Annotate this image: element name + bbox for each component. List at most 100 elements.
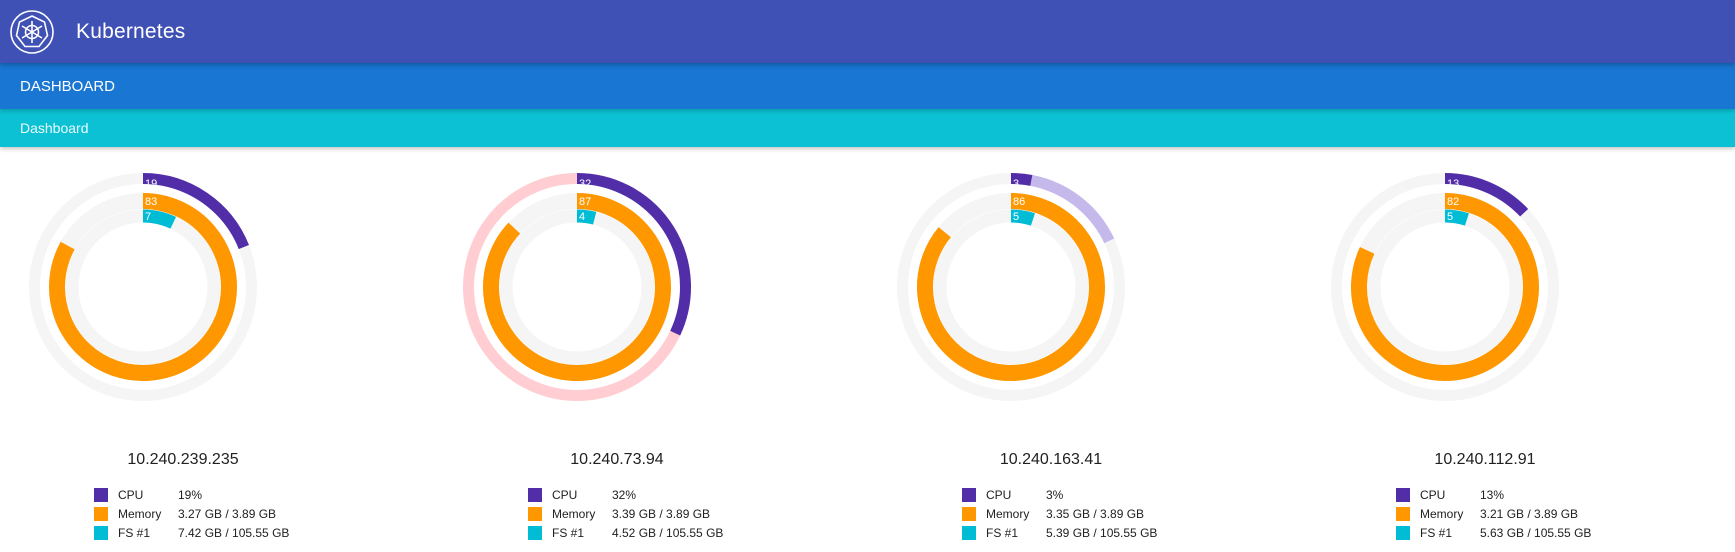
legend-row-memory: Memory 3.39 GB / 3.89 GB: [528, 504, 723, 523]
fs-arc: [142, 209, 176, 229]
fs-data-label: 5: [1447, 211, 1453, 223]
node-usage-donut: 13 82 5: [1331, 173, 1559, 401]
legend-row-cpu: CPU 3%: [962, 485, 1157, 504]
legend-row-fs: FS #1 5.63 GB / 105.55 GB: [1396, 523, 1591, 542]
fs-arc: [576, 209, 597, 225]
legend-row-memory: Memory 3.27 GB / 3.89 GB: [94, 504, 289, 523]
fs-ring-track: [65, 209, 221, 365]
legend-label-fs: FS #1: [986, 525, 1019, 540]
breadcrumb: Dashboard: [0, 109, 1735, 147]
node-cards: 19 83 7 10.240.239.235 CPU 19% Memory 3.27…: [0, 147, 1735, 552]
fs-data-label: 5: [1013, 211, 1019, 223]
legend-row-memory: Memory 3.21 GB / 3.89 GB: [1396, 504, 1591, 523]
legend-row-memory: Memory 3.35 GB / 3.89 GB: [962, 504, 1157, 523]
legend-label-memory: Memory: [118, 506, 162, 521]
node-name[interactable]: 10.240.73.94: [570, 451, 664, 468]
cpu-value: 19%: [178, 487, 203, 502]
memory-data-label: 87: [579, 196, 591, 208]
node-card: 19 83 7 10.240.239.235 CPU 19% Memory 3.27…: [28, 147, 328, 552]
memory-arc: [917, 193, 1105, 381]
cpu-swatch: [962, 487, 976, 502]
memory-arc: [483, 193, 671, 381]
cpu-value: 3%: [1046, 487, 1064, 502]
legend-label-fs: FS #1: [552, 525, 585, 540]
cpu-data-label: 13: [1447, 178, 1459, 190]
cpu-data-label: 32: [579, 178, 591, 190]
node-usage-donut: 3 86 5: [897, 173, 1125, 401]
memory-arc: [49, 193, 237, 381]
nav-dashboard[interactable]: DASHBOARD: [20, 77, 116, 95]
memory-swatch: [1396, 506, 1410, 521]
node-legend: CPU 32% Memory 3.39 GB / 3.89 GB FS #1 4…: [528, 485, 723, 542]
cpu-arc: [1444, 173, 1529, 223]
legend-label-cpu: CPU: [118, 487, 144, 502]
fs-ring-track: [499, 209, 655, 365]
memory-value: 3.21 GB / 3.89 GB: [1480, 506, 1579, 521]
cpu-swatch: [528, 487, 542, 502]
legend-label-cpu: CPU: [1420, 487, 1446, 502]
fs-value: 7.42 GB / 105.55 GB: [178, 525, 290, 540]
cpu-secondary-arc: [1028, 175, 1115, 248]
fs-ring-track: [1367, 209, 1523, 365]
node-usage-donut: 19 83 7: [29, 173, 257, 401]
legend-label-memory: Memory: [986, 506, 1030, 521]
node-legend: CPU 3% Memory 3.35 GB / 3.89 GB FS #1 5.…: [962, 485, 1157, 542]
node-name[interactable]: 10.240.112.91: [1434, 451, 1536, 468]
legend-label-cpu: CPU: [986, 487, 1012, 502]
legend-row-fs: FS #1 5.39 GB / 105.55 GB: [962, 523, 1157, 542]
app-header: Kubernetes: [0, 0, 1735, 63]
memory-value: 3.39 GB / 3.89 GB: [612, 506, 711, 521]
node-card: 13 82 5 10.240.112.91 CPU 13% Memory 3.21 …: [1330, 147, 1630, 552]
fs-swatch: [962, 525, 976, 540]
node-legend: CPU 19% Memory 3.27 GB / 3.89 GB FS #1 7…: [94, 485, 289, 542]
cpu-data-label: 19: [145, 178, 157, 190]
fs-ring-track: [933, 209, 1089, 365]
node-usage-donut: 32 87 4: [463, 173, 691, 401]
node-name[interactable]: 10.240.239.235: [127, 451, 239, 468]
node-card: 3 86 5 10.240.163.41 CPU 3% Memory 3.35 GB…: [896, 147, 1196, 552]
fs-arc: [1010, 209, 1035, 226]
cpu-arc: [142, 173, 249, 253]
memory-value: 3.35 GB / 3.89 GB: [1046, 506, 1145, 521]
cpu-arc: [576, 173, 691, 336]
main-nav: DASHBOARD: [0, 63, 1735, 109]
legend-label-memory: Memory: [1420, 506, 1464, 521]
legend-label-fs: FS #1: [1420, 525, 1453, 540]
legend-row-cpu: CPU 13%: [1396, 485, 1591, 504]
node-card: 32 87 4 10.240.73.94 CPU 32% Memory 3.39 G…: [462, 147, 762, 552]
fs-arc: [1444, 209, 1469, 226]
legend-row-cpu: CPU 19%: [94, 485, 289, 504]
memory-value: 3.27 GB / 3.89 GB: [178, 506, 277, 521]
memory-data-label: 82: [1447, 196, 1459, 208]
fs-value: 5.63 GB / 105.55 GB: [1480, 525, 1592, 540]
memory-swatch: [94, 506, 108, 521]
fs-swatch: [528, 525, 542, 540]
legend-label-memory: Memory: [552, 506, 596, 521]
fs-data-label: 7: [145, 211, 151, 223]
legend-label-fs: FS #1: [118, 525, 151, 540]
node-legend: CPU 13% Memory 3.21 GB / 3.89 GB FS #1 5…: [1396, 485, 1591, 542]
fs-value: 5.39 GB / 105.55 GB: [1046, 525, 1158, 540]
fs-data-label: 4: [579, 211, 585, 223]
memory-swatch: [528, 506, 542, 521]
fs-value: 4.52 GB / 105.55 GB: [612, 525, 724, 540]
legend-row-fs: FS #1 4.52 GB / 105.55 GB: [528, 523, 723, 542]
legend-row-cpu: CPU 32%: [528, 485, 723, 504]
breadcrumb-dashboard[interactable]: Dashboard: [20, 120, 89, 136]
app-title: Kubernetes: [76, 19, 186, 43]
fs-swatch: [1396, 525, 1410, 540]
fs-swatch: [94, 525, 108, 540]
cpu-value: 32%: [612, 487, 637, 502]
memory-data-label: 86: [1013, 196, 1025, 208]
node-name[interactable]: 10.240.163.41: [999, 451, 1103, 468]
cpu-arc: [1010, 173, 1033, 195]
memory-swatch: [962, 506, 976, 521]
cpu-data-label: 3: [1013, 178, 1019, 190]
cpu-swatch: [1396, 487, 1410, 502]
legend-label-cpu: CPU: [552, 487, 578, 502]
kubernetes-logo-icon[interactable]: [10, 9, 54, 54]
legend-row-fs: FS #1 7.42 GB / 105.55 GB: [94, 523, 289, 542]
cpu-value: 13%: [1480, 487, 1505, 502]
memory-arc: [1351, 193, 1539, 381]
memory-data-label: 83: [145, 196, 157, 208]
